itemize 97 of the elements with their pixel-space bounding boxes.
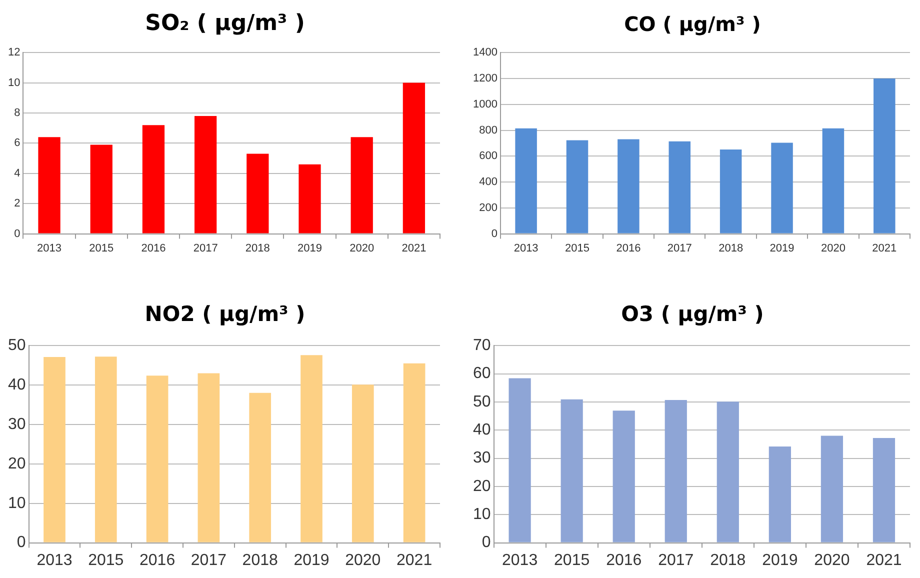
x-tick-label: 2020 — [345, 552, 381, 569]
x-tick-label: 2017 — [193, 242, 218, 254]
y-tick-label: 6 — [14, 137, 20, 150]
bar — [38, 137, 60, 234]
y-tick-label: 0 — [482, 534, 491, 552]
y-tick-label: 50 — [8, 337, 26, 354]
y-tick-label: 20 — [473, 478, 491, 495]
bar — [822, 128, 844, 234]
x-tick-label: 2019 — [762, 552, 798, 569]
bar — [352, 384, 374, 542]
x-tick-label: 2019 — [298, 242, 322, 254]
bar — [612, 410, 635, 542]
y-tick-label: 1000 — [472, 98, 498, 110]
x-tick-label: 2016 — [141, 242, 166, 254]
y-tick-label: 200 — [479, 202, 498, 214]
x-tick-label: 2017 — [190, 552, 227, 569]
bar — [300, 355, 322, 542]
bar — [90, 144, 112, 234]
bar — [820, 436, 844, 542]
x-tick-label: 2019 — [294, 552, 330, 569]
chart-title: CO ( µg/m³ ) — [623, 11, 762, 38]
bar — [246, 154, 269, 234]
y-tick-label: 1400 — [472, 46, 498, 59]
bar — [618, 139, 640, 234]
y-tick-label: 12 — [8, 46, 20, 59]
x-tick-label: 2013 — [502, 552, 538, 569]
bar — [403, 363, 426, 542]
bar — [402, 82, 426, 234]
y-tick-label: 800 — [479, 124, 498, 136]
x-tick-label: 2018 — [245, 242, 270, 254]
x-tick-label: 2021 — [396, 552, 432, 569]
x-tick-label: 2016 — [606, 552, 642, 569]
y-tick-label: 600 — [479, 150, 498, 162]
bar — [94, 356, 117, 542]
bar — [720, 150, 742, 234]
x-tick-label: 2018 — [710, 552, 746, 569]
x-tick-label: 2019 — [770, 242, 794, 254]
bar — [146, 376, 168, 542]
y-tick-label: 40 — [8, 376, 26, 394]
x-tick-label: 2017 — [658, 552, 694, 569]
y-tick-label: 30 — [8, 416, 26, 433]
bar — [44, 357, 66, 542]
x-tick-label: 2015 — [565, 242, 590, 254]
y-tick-label: 10 — [473, 506, 491, 524]
x-tick-label: 2015 — [89, 242, 114, 254]
y-tick-label: 4 — [14, 167, 20, 180]
x-tick-label: 2015 — [88, 552, 124, 569]
bar — [198, 373, 220, 542]
y-tick-label: 1200 — [472, 72, 498, 85]
y-tick-label: 400 — [479, 176, 498, 188]
bar — [768, 446, 791, 542]
y-tick-label: 0 — [491, 228, 498, 240]
x-tick-label: 2021 — [402, 242, 426, 254]
bar — [515, 128, 537, 234]
bar — [194, 116, 217, 234]
bar — [298, 164, 321, 234]
chart-title: SO₂ ( µg/m³ ) — [144, 10, 306, 38]
x-tick-label: 2021 — [866, 552, 902, 569]
bar — [872, 438, 896, 542]
y-tick-label: 70 — [473, 337, 491, 354]
x-tick-label: 2015 — [554, 552, 590, 569]
bar — [249, 392, 272, 542]
y-tick-label: 30 — [473, 450, 491, 467]
x-tick-label: 2021 — [872, 242, 897, 254]
bar — [508, 378, 531, 542]
bar — [716, 402, 739, 542]
y-tick-label: 20 — [8, 455, 26, 472]
y-tick-label: 40 — [473, 422, 491, 439]
y-tick-label: 0 — [16, 534, 26, 552]
y-tick-label: 8 — [14, 107, 20, 120]
chart-title: NO2 ( µg/m³ ) — [144, 301, 306, 328]
x-tick-label: 2016 — [140, 552, 176, 569]
bar — [566, 140, 588, 234]
bar — [668, 141, 691, 234]
bar — [560, 399, 583, 542]
y-tick-label: 10 — [8, 494, 26, 512]
y-tick-label: 60 — [473, 365, 491, 382]
x-tick-label: 2013 — [37, 242, 62, 254]
x-tick-label: 2018 — [242, 552, 278, 569]
x-tick-label: 2020 — [814, 552, 850, 569]
bar — [771, 142, 793, 234]
bar — [874, 78, 896, 234]
y-tick-label: 0 — [14, 228, 20, 240]
bar — [142, 125, 165, 234]
bar — [350, 137, 373, 234]
x-tick-label: 2013 — [36, 552, 72, 569]
y-tick-label: 10 — [8, 76, 20, 89]
x-tick-label: 2020 — [350, 242, 374, 254]
y-tick-label: 2 — [14, 198, 20, 210]
y-tick-label: 50 — [473, 393, 491, 410]
x-tick-label: 2017 — [667, 242, 692, 254]
x-tick-label: 2018 — [718, 242, 744, 254]
x-tick-label: 2020 — [820, 242, 846, 254]
x-tick-label: 2016 — [616, 242, 641, 254]
bar — [664, 400, 687, 542]
x-tick-label: 2013 — [514, 242, 538, 254]
chart-title: O3 ( µg/m³ ) — [620, 301, 765, 328]
